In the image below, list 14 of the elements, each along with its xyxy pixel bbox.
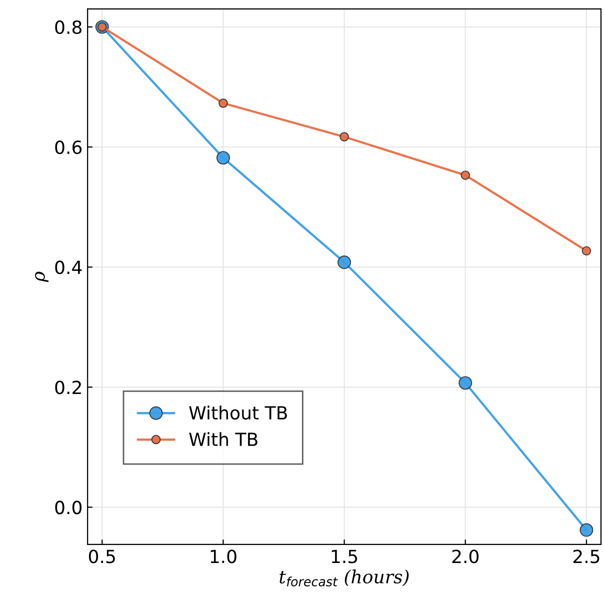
x-tick-label: 0.5 [88,550,115,564]
x-tick-label: 1.0 [210,550,236,564]
legend-label: With TB [189,432,258,446]
y-tick-label: 0.2 [55,380,81,394]
y-tick-label: 0.0 [55,500,82,514]
legend-label: Without TB [189,406,287,420]
x-axis-title: t$_{forecast}$ (hours) [280,570,409,586]
y-tick-label: 0.8 [55,20,82,34]
x-tick-label: 1.5 [332,550,358,564]
y-tick-label: 0.4 [55,260,82,274]
x-tick-label: 2.0 [452,550,479,564]
y-axis-title: ρ [35,272,48,282]
x-tick-label: 2.5 [573,550,600,564]
y-tick-label: 0.6 [55,140,82,154]
